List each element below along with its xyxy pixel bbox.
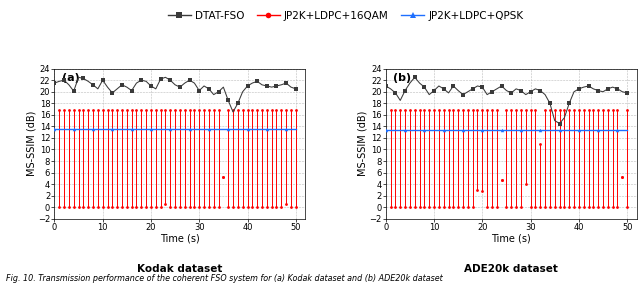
Y-axis label: MS-SSIM (dB): MS-SSIM (dB) bbox=[358, 111, 368, 176]
X-axis label: Time (s): Time (s) bbox=[492, 233, 531, 243]
Text: Kodak dataset: Kodak dataset bbox=[137, 264, 223, 274]
Text: (b): (b) bbox=[394, 73, 412, 83]
Text: ADE20k dataset: ADE20k dataset bbox=[465, 264, 558, 274]
X-axis label: Time (s): Time (s) bbox=[160, 233, 200, 243]
Legend: DTAT-FSO, JP2K+LDPC+16QAM, JP2K+LDPC+QPSK: DTAT-FSO, JP2K+LDPC+16QAM, JP2K+LDPC+QPS… bbox=[164, 7, 527, 25]
Text: (a): (a) bbox=[62, 73, 80, 83]
Y-axis label: MS-SSIM (dB): MS-SSIM (dB) bbox=[27, 111, 36, 176]
Text: Fig. 10. Transmission performance of the coherent FSO system for (a) Kodak datas: Fig. 10. Transmission performance of the… bbox=[6, 274, 443, 283]
